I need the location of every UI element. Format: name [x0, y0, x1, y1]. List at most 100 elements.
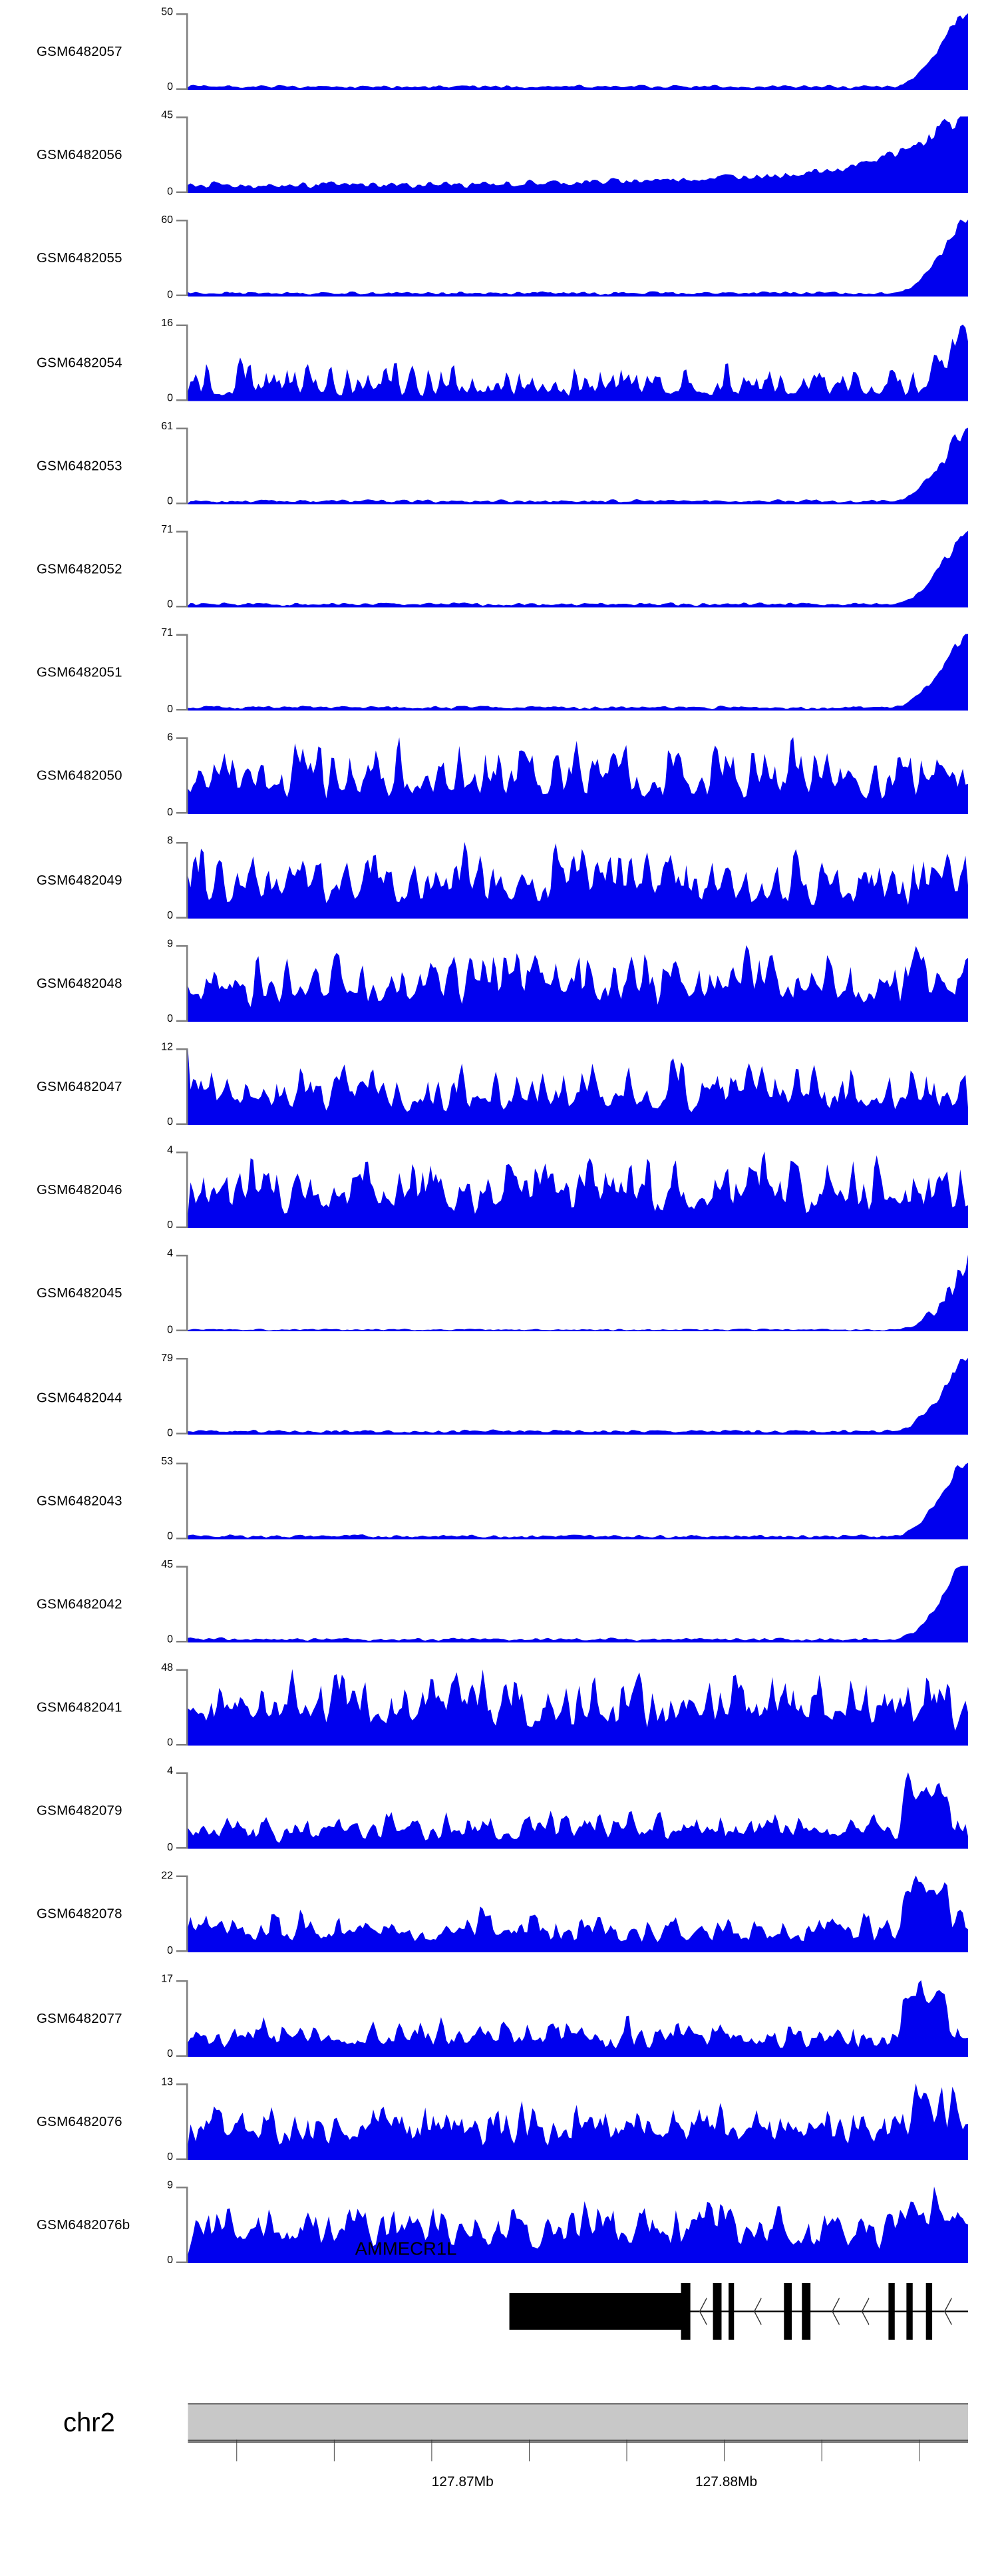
- track-y-axis: 60 0: [161, 214, 188, 304]
- y-axis-line: [186, 1566, 188, 1643]
- track-sample-label: GSM6482048: [37, 975, 122, 991]
- track-sample-label: GSM6482049: [37, 872, 122, 887]
- y-axis-line: [186, 841, 188, 918]
- y-axis-max-label: 71: [161, 628, 173, 640]
- y-axis-tick-max: [176, 738, 188, 740]
- coverage-plot[interactable]: [188, 2083, 968, 2160]
- coverage-plot[interactable]: [188, 323, 968, 401]
- coverage-track[interactable]: GSM6482051 71 0: [0, 621, 998, 724]
- coverage-plot[interactable]: [188, 841, 968, 919]
- track-sample-label: GSM6482056: [37, 147, 122, 163]
- coverage-track[interactable]: GSM6482076b 9 0: [0, 2173, 998, 2276]
- coverage-plot[interactable]: [188, 13, 968, 91]
- coverage-track[interactable]: GSM6482041 48 0: [0, 1656, 998, 1759]
- coverage-plot[interactable]: [188, 1772, 968, 1850]
- coverage-plot[interactable]: [188, 116, 968, 194]
- y-axis-max-label: 79: [161, 1352, 173, 1365]
- coverage-track[interactable]: GSM6482049 8 0: [0, 828, 998, 931]
- y-axis-tick-min: [176, 709, 188, 711]
- y-axis-max-label: 22: [161, 1869, 173, 1882]
- y-axis-tick-max: [176, 1152, 188, 1154]
- y-axis-tick-min: [176, 191, 188, 194]
- y-axis-max-label: 71: [161, 524, 173, 537]
- track-sample-label: GSM6482051: [37, 665, 122, 680]
- coverage-track[interactable]: GSM6482044 79 0: [0, 1345, 998, 1448]
- y-axis-min-label: 0: [167, 392, 173, 405]
- coverage-track[interactable]: GSM6482078 22 0: [0, 1862, 998, 1966]
- coverage-plot[interactable]: [188, 2186, 968, 2264]
- coverage-track[interactable]: GSM6482056 45 0: [0, 103, 998, 206]
- y-axis-line: [186, 2083, 188, 2160]
- coverage-track[interactable]: GSM6482050 6 0: [0, 724, 998, 827]
- coverage-track[interactable]: GSM6482043 53 0: [0, 1449, 998, 1552]
- coverage-track[interactable]: GSM6482047 12 0: [0, 1035, 998, 1138]
- coverage-track[interactable]: GSM6482042 45 0: [0, 1552, 998, 1655]
- coverage-track[interactable]: GSM6482048 9 0: [0, 931, 998, 1034]
- coverage-plot[interactable]: [188, 1979, 968, 2057]
- y-axis-tick-min: [176, 398, 188, 401]
- coverage-plot[interactable]: [188, 1152, 968, 1229]
- track-sample-label: GSM6482041: [37, 1699, 122, 1715]
- coverage-plot[interactable]: [188, 945, 968, 1022]
- y-axis-line: [186, 220, 188, 297]
- coverage-track[interactable]: GSM6482053 61 0: [0, 414, 998, 517]
- y-axis-tick-min: [176, 1640, 188, 1643]
- y-axis-min-label: 0: [167, 1738, 173, 1750]
- coverage-plot[interactable]: [188, 1669, 968, 1746]
- y-axis-tick-min: [176, 2157, 188, 2160]
- coverage-plot[interactable]: [188, 531, 968, 608]
- coverage-track-list: GSM6482057 50 0 GSM6482056 45 0 GSM6482055 60 0 G…: [0, 0, 998, 2276]
- y-axis-tick-max: [176, 220, 188, 222]
- coverage-plot[interactable]: [188, 1359, 968, 1436]
- y-axis-min-label: 0: [167, 82, 173, 95]
- coverage-plot[interactable]: [188, 220, 968, 298]
- track-y-axis: 50 0: [161, 7, 188, 97]
- y-axis-tick-min: [176, 1019, 188, 1022]
- coverage-track[interactable]: GSM6482055 60 0: [0, 207, 998, 310]
- chromosome-label: chr2: [63, 2410, 115, 2438]
- coverage-plot[interactable]: [188, 1566, 968, 1643]
- y-axis-min-label: 0: [167, 1634, 173, 1647]
- y-axis-line: [186, 1048, 188, 1125]
- coverage-track[interactable]: GSM6482052 71 0: [0, 517, 998, 620]
- coverage-plot[interactable]: [188, 634, 968, 712]
- gene-model-panel: AMMECR1L: [0, 2230, 998, 2363]
- coverage-track[interactable]: GSM6482076 13 0: [0, 2069, 998, 2173]
- coverage-plot[interactable]: [188, 738, 968, 815]
- y-axis-tick-min: [176, 88, 188, 90]
- coverage-plot[interactable]: [188, 427, 968, 505]
- coverage-track[interactable]: GSM6482057 50 0: [0, 0, 998, 103]
- y-axis-line: [186, 945, 188, 1022]
- y-axis-min-label: 0: [167, 1427, 173, 1440]
- coverage-plot[interactable]: [188, 1255, 968, 1333]
- y-axis-tick-min: [176, 502, 188, 504]
- coverage-plot[interactable]: [188, 1048, 968, 1126]
- coverage-track[interactable]: GSM6482077 17 0: [0, 1966, 998, 2069]
- y-axis-tick-max: [176, 1048, 188, 1050]
- track-y-axis: 22 0: [161, 1869, 188, 1959]
- y-axis-tick-max: [176, 841, 188, 843]
- y-axis-max-label: 13: [161, 2076, 173, 2089]
- coverage-plot[interactable]: [188, 1462, 968, 1540]
- coverage-track[interactable]: GSM6482046 4 0: [0, 1138, 998, 1241]
- y-axis-max-label: 53: [161, 1456, 173, 1468]
- y-axis-line: [186, 2186, 188, 2263]
- y-axis-tick-min: [176, 1950, 188, 1953]
- ruler-tick-label: 127.87Mb: [431, 2473, 494, 2489]
- coverage-track[interactable]: GSM6482054 16 0: [0, 310, 998, 413]
- track-sample-label: GSM6482044: [37, 1389, 122, 1405]
- y-axis-tick-max: [176, 1979, 188, 1982]
- track-sample-label: GSM6482050: [37, 768, 122, 784]
- coverage-track[interactable]: GSM6482045 4 0: [0, 1242, 998, 1345]
- coverage-plot[interactable]: [188, 1876, 968, 1953]
- y-axis-line: [186, 1359, 188, 1436]
- coverage-track[interactable]: GSM6482079 4 0: [0, 1759, 998, 1862]
- genome-ruler-labels: 127.87Mb 127.88Mb: [188, 2473, 969, 2499]
- track-sample-label: GSM6482054: [37, 354, 122, 370]
- track-y-axis: 45 0: [161, 110, 188, 200]
- ideogram-bar[interactable]: [188, 2403, 968, 2443]
